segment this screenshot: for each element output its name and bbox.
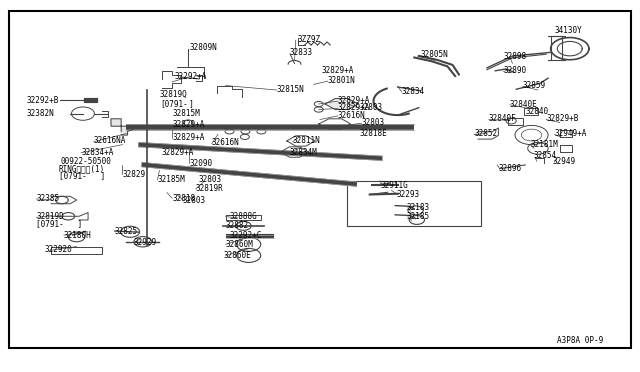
Text: 32811N: 32811N: [292, 137, 321, 145]
Text: 32840F: 32840F: [489, 114, 516, 123]
Text: 32805N: 32805N: [420, 50, 449, 59]
Text: 32616N: 32616N: [212, 138, 239, 147]
Text: RINGリング(1): RINGリング(1): [59, 164, 105, 173]
Text: 34130Y: 34130Y: [554, 26, 582, 35]
Text: 32616N: 32616N: [338, 110, 365, 120]
Polygon shape: [111, 119, 134, 135]
Text: 32825: 32825: [115, 227, 138, 236]
Text: 32829+A: 32829+A: [172, 133, 205, 142]
Text: 32293: 32293: [396, 190, 420, 199]
Text: 32385: 32385: [36, 194, 60, 203]
Text: 32815N: 32815N: [276, 85, 305, 94]
Text: 32929: 32929: [134, 238, 157, 247]
Text: 32829+A: 32829+A: [162, 148, 195, 157]
Text: 32833: 32833: [289, 48, 312, 57]
Text: 32803: 32803: [183, 196, 206, 205]
Text: 32180H: 32180H: [64, 231, 92, 240]
Text: 32949+A: 32949+A: [554, 129, 587, 138]
Text: 32185M: 32185M: [157, 175, 185, 184]
Text: 32854: 32854: [534, 151, 557, 160]
Text: 32809N: 32809N: [189, 43, 217, 52]
Text: 32860E: 32860E: [223, 251, 251, 260]
Text: 32803: 32803: [360, 103, 383, 112]
Text: 32834+A: 32834+A: [81, 148, 113, 157]
Text: [0791-   ]: [0791- ]: [59, 171, 105, 180]
Text: 32882: 32882: [226, 221, 249, 230]
Text: 32898: 32898: [504, 52, 527, 61]
Text: ]: ]: [180, 100, 194, 109]
Text: 32292+B: 32292+B: [27, 96, 60, 105]
Text: 32819D: 32819D: [36, 212, 64, 221]
Text: 32181M: 32181M: [531, 140, 558, 149]
Text: 32829: 32829: [122, 170, 145, 179]
Text: 32801N: 32801N: [328, 76, 355, 84]
Text: 32859: 32859: [523, 81, 546, 90]
Text: 32183: 32183: [406, 203, 429, 212]
Text: 32819Q: 32819Q: [159, 90, 187, 99]
Text: 32834: 32834: [401, 87, 425, 96]
Text: 00922-50500: 00922-50500: [60, 157, 111, 166]
Text: 322920: 322920: [45, 246, 72, 254]
Text: A3P8A 0P-9: A3P8A 0P-9: [557, 336, 604, 345]
Text: 32840E: 32840E: [510, 100, 538, 109]
Bar: [347, 181, 481, 226]
Text: 32819R: 32819R: [196, 185, 223, 193]
Text: 32840: 32840: [525, 107, 548, 116]
Text: 32896: 32896: [499, 164, 522, 173]
Text: 32803: 32803: [362, 118, 385, 127]
Text: 32829+B: 32829+B: [546, 114, 579, 123]
Text: 32382N: 32382N: [27, 109, 54, 118]
Text: 32911G: 32911G: [381, 181, 408, 190]
Text: 32090: 32090: [189, 158, 212, 168]
Text: 32818E: 32818E: [360, 129, 387, 138]
Text: 32834M: 32834M: [289, 148, 317, 157]
Text: [0791-: [0791-: [161, 100, 188, 109]
Text: 32829+A: 32829+A: [321, 66, 354, 75]
Text: 3ZZ9Z: 3ZZ9Z: [298, 35, 321, 44]
Text: 32829+A: 32829+A: [338, 96, 370, 105]
Text: 32803: 32803: [199, 175, 222, 184]
Text: 32890: 32890: [504, 66, 527, 75]
Text: 32292+C: 32292+C: [230, 231, 262, 240]
Text: 32818: 32818: [172, 194, 195, 203]
Text: 32852: 32852: [474, 129, 497, 138]
Text: 32292+A: 32292+A: [175, 72, 207, 81]
Text: 32815M: 32815M: [172, 109, 200, 118]
Text: 32185: 32185: [406, 212, 429, 221]
Text: 32888G: 32888G: [230, 212, 257, 221]
Polygon shape: [325, 99, 358, 110]
Text: 32860M: 32860M: [226, 240, 253, 249]
Text: [0791-   ]: [0791- ]: [36, 219, 83, 228]
Text: 32949: 32949: [552, 157, 576, 166]
Text: 32829+A: 32829+A: [172, 120, 205, 129]
Text: 32829+A: 32829+A: [338, 103, 370, 112]
Text: 32616NA: 32616NA: [94, 137, 126, 145]
